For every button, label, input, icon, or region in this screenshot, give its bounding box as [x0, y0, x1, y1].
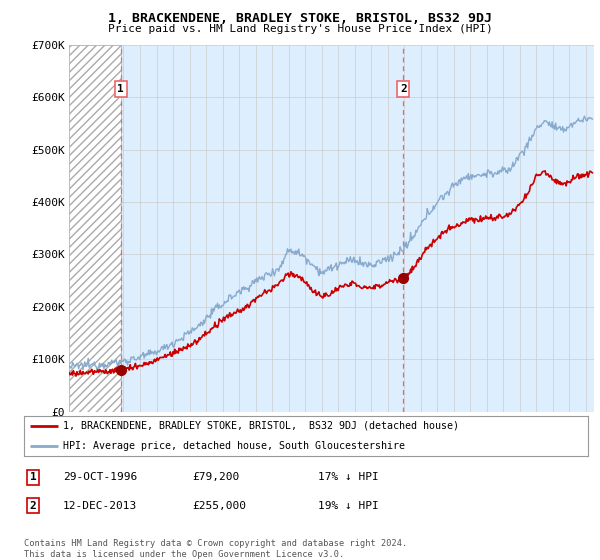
Text: 1, BRACKENDENE, BRADLEY STOKE, BRISTOL,  BS32 9DJ (detached house): 1, BRACKENDENE, BRADLEY STOKE, BRISTOL, …	[64, 421, 460, 431]
Text: 17% ↓ HPI: 17% ↓ HPI	[318, 472, 379, 482]
Text: 1: 1	[117, 84, 124, 94]
Text: 1, BRACKENDENE, BRADLEY STOKE, BRISTOL, BS32 9DJ: 1, BRACKENDENE, BRADLEY STOKE, BRISTOL, …	[108, 12, 492, 25]
Text: 19% ↓ HPI: 19% ↓ HPI	[318, 501, 379, 511]
Text: 12-DEC-2013: 12-DEC-2013	[63, 501, 137, 511]
Bar	[69, 45, 121, 412]
Text: 1: 1	[29, 472, 37, 482]
Text: 29-OCT-1996: 29-OCT-1996	[63, 472, 137, 482]
Text: HPI: Average price, detached house, South Gloucestershire: HPI: Average price, detached house, Sout…	[64, 441, 406, 451]
Text: £79,200: £79,200	[192, 472, 239, 482]
Text: 2: 2	[400, 84, 407, 94]
Text: £255,000: £255,000	[192, 501, 246, 511]
Text: Contains HM Land Registry data © Crown copyright and database right 2024.
This d: Contains HM Land Registry data © Crown c…	[24, 539, 407, 559]
Text: Price paid vs. HM Land Registry's House Price Index (HPI): Price paid vs. HM Land Registry's House …	[107, 24, 493, 34]
Text: 2: 2	[29, 501, 37, 511]
